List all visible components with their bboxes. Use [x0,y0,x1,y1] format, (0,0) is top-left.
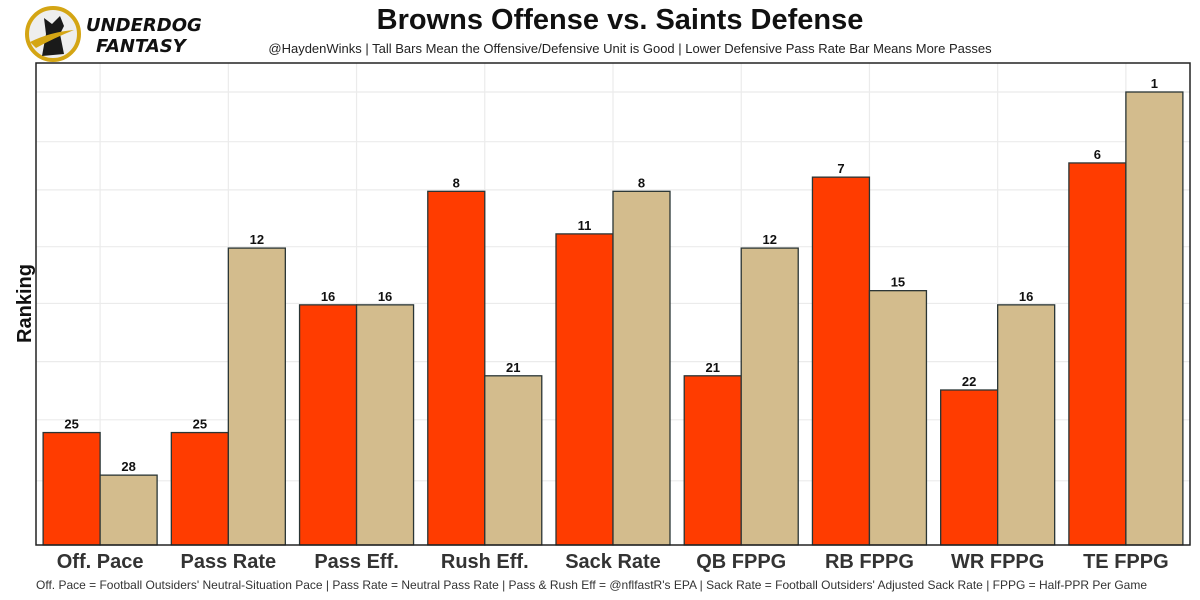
x-tick-label: TE FPPG [1083,551,1169,573]
svg-text:FANTASY: FANTASY [96,36,188,57]
bar [811,176,871,546]
bar [298,304,358,546]
x-tick-label: RB FPPG [825,551,914,573]
data-label: 25 [64,417,78,432]
data-label: 15 [891,275,905,290]
chart-caption: Off. Pace = Football Outsiders' Neutral-… [36,578,1148,592]
bar [484,375,543,546]
bar [42,431,101,546]
bar [683,375,742,546]
x-tick-label: Sack Rate [565,551,661,573]
bar [355,304,415,546]
chart-subtitle: @HaydenWinks | Tall Bars Mean the Offens… [268,41,992,56]
bar [940,389,999,546]
bar [170,431,229,546]
x-tick-label: WR FPPG [951,551,1044,573]
data-label: 25 [193,417,207,432]
data-label: 12 [250,232,264,247]
data-label: 8 [453,175,460,190]
data-label: 21 [506,360,520,375]
x-tick-label: Pass Rate [181,551,277,573]
svg-text:UNDERDOG: UNDERDOG [86,15,202,36]
bar [740,247,799,546]
bar [612,190,671,546]
data-label: 12 [762,232,776,247]
bar [1068,162,1127,546]
data-label: 1 [1151,76,1158,91]
bar [227,247,286,546]
x-tick-label: Off. Pace [57,551,144,573]
data-label: 22 [962,374,976,389]
x-tick-label: Pass Eff. [314,551,398,573]
data-label: 7 [837,161,844,176]
x-tick-label: QB FPPG [696,551,786,573]
data-label: 16 [1019,289,1033,304]
data-label: 21 [705,360,719,375]
data-label: 16 [378,289,392,304]
bar [427,190,486,546]
plot-border [35,62,1191,546]
data-label: 11 [578,218,592,233]
x-tick-label: Rush Eff. [441,551,529,573]
bar [1125,91,1184,546]
data-label: 6 [1094,147,1101,162]
data-label: 8 [638,175,645,190]
chart-title: Browns Offense vs. Saints Defense [376,4,864,36]
bar [997,304,1056,546]
underdog-fantasy-logo: UNDERDOG FANTASY [24,4,224,69]
bar [555,233,614,546]
bar [99,474,158,546]
bar [868,290,928,546]
data-label: 16 [321,289,335,304]
data-label: 28 [121,459,135,474]
